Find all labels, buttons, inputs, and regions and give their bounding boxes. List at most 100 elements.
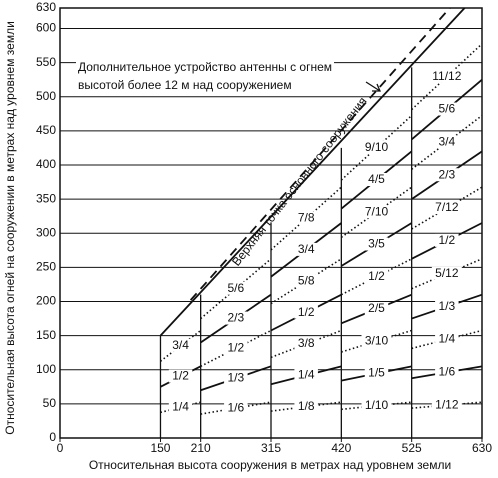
- y-tick-label: 100: [36, 362, 56, 376]
- line-value-label: 3/8: [298, 336, 315, 350]
- label-bg: [435, 135, 459, 149]
- label-bg: [435, 168, 459, 182]
- label-bg: [294, 274, 318, 288]
- y-tick-label: 550: [36, 55, 56, 69]
- line-value-label: 9/10: [365, 140, 389, 154]
- label-bg: [435, 102, 459, 116]
- line-value-label: 5/6: [438, 102, 455, 116]
- label-bg: [224, 311, 248, 325]
- label-bg: [364, 302, 389, 315]
- line-value-label: 1/2: [227, 341, 244, 355]
- label-bg: [224, 341, 248, 355]
- label-bg: [224, 281, 248, 295]
- line-value-label: 1/12: [435, 397, 459, 411]
- line-value-label: 1/4: [438, 332, 455, 346]
- y-tick-label: 350: [36, 191, 56, 205]
- y-tick-label: 400: [36, 157, 56, 171]
- x-tick-label: 315: [261, 441, 281, 455]
- label-bg: [224, 371, 248, 385]
- x-tick-label: 630: [472, 441, 492, 455]
- y-tick-label: 50: [43, 396, 57, 410]
- line-value-label: 3/4: [438, 135, 455, 149]
- label-bg: [364, 269, 389, 283]
- label-bg: [76, 78, 294, 93]
- label-bg: [294, 211, 318, 225]
- line-value-label: 1/4: [172, 399, 189, 413]
- x-tick-label: 210: [191, 441, 211, 455]
- line-value-label: 7/12: [435, 200, 459, 214]
- y-tick-label: 600: [36, 21, 56, 35]
- x-tick-label: 150: [150, 441, 170, 455]
- label-bg: [76, 60, 335, 75]
- line-value-label: 3/4: [172, 338, 189, 352]
- x-tick-label: 420: [331, 441, 351, 455]
- light-level-line: [270, 258, 342, 305]
- line-value-label: 1/5: [368, 366, 385, 380]
- y-tick-label: 450: [36, 123, 56, 137]
- label-bg: [428, 69, 466, 83]
- line-value-label: 1/2: [172, 369, 189, 383]
- structure-line: [159, 7, 466, 337]
- line-value-label: 5/12: [435, 266, 459, 280]
- light-level-line: [200, 258, 272, 320]
- label-bg: [431, 398, 462, 412]
- y-tick-label: 150: [36, 328, 56, 342]
- label-bg: [364, 173, 389, 186]
- label-bg: [435, 365, 459, 379]
- y-tick-label: 200: [36, 294, 56, 308]
- y-axis-label: Относительная высота огней на сооружении…: [3, 21, 17, 435]
- line-value-label: 1/4: [298, 367, 315, 381]
- line-value-label: 1/3: [227, 370, 244, 384]
- line-value-label: 1/2: [368, 269, 385, 283]
- y-tick-label: 300: [36, 225, 56, 239]
- label-bg: [294, 305, 318, 319]
- line-value-label: 1/6: [438, 364, 455, 378]
- light-level-line: [340, 258, 413, 296]
- y-tick-label: 630: [36, 0, 56, 14]
- line-value-label: 5/6: [227, 281, 244, 295]
- label-bg: [364, 237, 389, 251]
- line-value-label: 2/3: [438, 167, 455, 181]
- line-value-label: 3/10: [365, 333, 389, 347]
- light-level-line: [411, 258, 483, 290]
- label-bg: [361, 398, 392, 412]
- line-value-label: 2/5: [368, 301, 385, 315]
- x-tick-label: 0: [57, 441, 64, 455]
- light-level-line: [270, 329, 342, 359]
- annotation: высотой более 12 м над сооружением: [78, 78, 292, 92]
- annotation: Дополнительное устройство антенны с огне…: [78, 60, 332, 74]
- label-bg: [294, 336, 318, 350]
- y-tick-label: 250: [36, 260, 56, 274]
- line-value-label: 7/8: [298, 211, 315, 225]
- label-bg: [294, 399, 318, 413]
- structure-line: [189, 7, 451, 301]
- label-bg: [435, 299, 459, 313]
- label-bg: [168, 369, 193, 383]
- line-value-label: 2/3: [227, 311, 244, 325]
- label-bg: [431, 266, 462, 280]
- label-bg: [435, 332, 459, 346]
- label-bg: [361, 205, 392, 219]
- label-bg: [435, 233, 459, 247]
- y-tick-label: 0: [49, 430, 56, 444]
- y-tick-label: 500: [36, 89, 56, 103]
- line-value-label: 3/5: [368, 237, 385, 251]
- label-bg: [168, 338, 193, 352]
- line-value-label: 3/4: [298, 242, 315, 256]
- annotation-arrow: [365, 81, 381, 92]
- line-value-label: 1/6: [227, 400, 244, 414]
- line-value-label: 1/10: [365, 398, 389, 412]
- label-bg: [361, 140, 392, 154]
- line-value-label: 1/2: [438, 233, 455, 247]
- light-level-line: [200, 329, 272, 368]
- line-value-label: 7/10: [365, 204, 389, 218]
- x-axis-label: Относительная высота сооружения в метрах…: [89, 458, 451, 472]
- label-bg: [364, 366, 389, 380]
- label-bg: [294, 368, 318, 382]
- line-value-label: 1/8: [298, 399, 315, 413]
- line-value-label: 11/12: [432, 69, 461, 83]
- line-value-label: 1/2: [298, 305, 315, 319]
- label-bg: [431, 201, 462, 215]
- x-tick-label: 525: [402, 441, 422, 455]
